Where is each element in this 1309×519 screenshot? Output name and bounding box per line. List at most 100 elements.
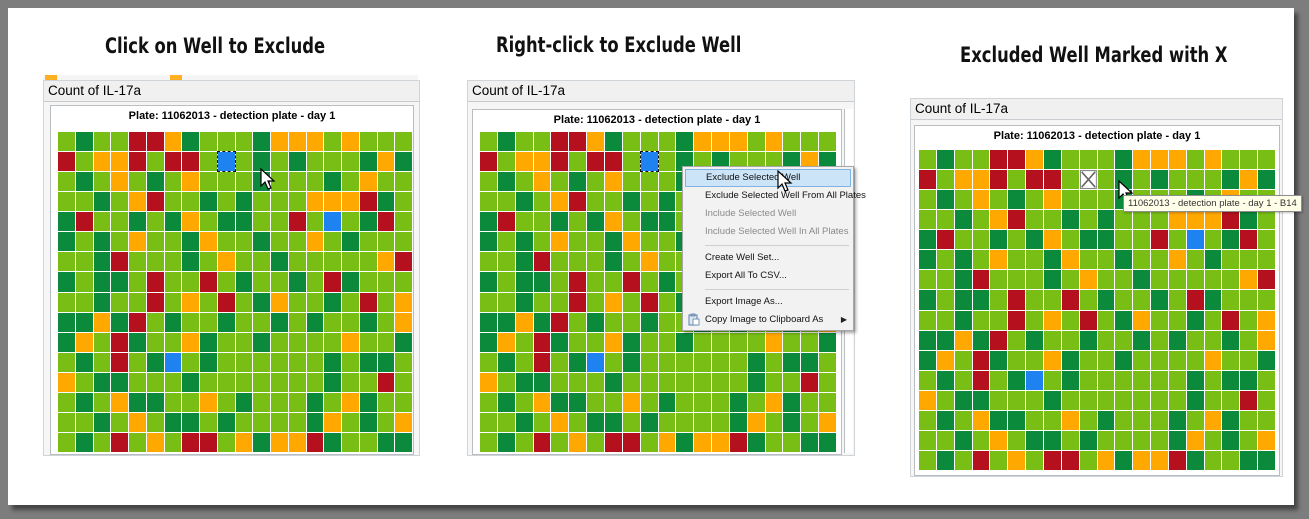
plate-well[interactable] <box>58 132 75 152</box>
plate-well[interactable] <box>182 372 199 392</box>
plate-well[interactable] <box>93 132 111 152</box>
plate-well[interactable] <box>1097 450 1115 470</box>
plate-well[interactable] <box>129 352 146 372</box>
plate-well[interactable] <box>729 392 747 412</box>
plate-well[interactable] <box>936 410 954 430</box>
plate-well[interactable] <box>182 192 199 212</box>
plate-well[interactable] <box>1204 170 1222 190</box>
plate-well[interactable] <box>533 272 551 292</box>
plate-well[interactable] <box>75 352 93 372</box>
plate-well[interactable] <box>1061 310 1079 330</box>
plate-well[interactable] <box>1115 350 1133 370</box>
plate-well[interactable] <box>377 312 395 332</box>
plate-well[interactable] <box>235 352 253 372</box>
plate-well[interactable] <box>569 152 587 172</box>
plate-well[interactable] <box>694 412 712 432</box>
plate-well[interactable] <box>1008 450 1026 470</box>
plate-well[interactable] <box>587 352 604 372</box>
plate-well[interactable] <box>58 272 75 292</box>
plate-well[interactable] <box>75 292 93 312</box>
plate-well[interactable] <box>111 252 128 272</box>
plate-well[interactable] <box>1222 150 1240 170</box>
plate-well[interactable] <box>324 192 341 212</box>
plate-well[interactable] <box>1043 450 1061 470</box>
plate-well[interactable] <box>1061 150 1079 170</box>
plate-well[interactable] <box>1151 410 1168 430</box>
plate-well[interactable] <box>1240 170 1258 190</box>
plate-well[interactable] <box>359 392 377 412</box>
plate-well[interactable] <box>658 432 676 452</box>
plate-well[interactable] <box>1026 170 1043 190</box>
excluded-well[interactable] <box>1079 170 1097 190</box>
plate-well[interactable] <box>972 290 990 310</box>
plate-well[interactable] <box>587 232 604 252</box>
plate-well[interactable] <box>551 152 569 172</box>
plate-well[interactable] <box>288 292 306 312</box>
plate-well[interactable] <box>587 412 604 432</box>
plate-well[interactable] <box>747 372 765 392</box>
plate-well[interactable] <box>712 332 729 352</box>
plate-well[interactable] <box>1222 270 1240 290</box>
plate-well[interactable] <box>676 372 694 392</box>
plate-well[interactable] <box>1133 390 1151 410</box>
plate-well[interactable] <box>377 332 395 352</box>
plate-well[interactable] <box>533 332 551 352</box>
plate-well[interactable] <box>658 252 676 272</box>
plate-well[interactable] <box>1133 450 1151 470</box>
plate-well[interactable] <box>359 152 377 172</box>
plate-well[interactable] <box>936 310 954 330</box>
plate-well[interactable] <box>1240 350 1258 370</box>
plate-well[interactable] <box>1186 230 1204 250</box>
plate-well[interactable] <box>1204 410 1222 430</box>
plate-well[interactable] <box>954 370 972 390</box>
plate-well[interactable] <box>1168 430 1186 450</box>
plate-well[interactable] <box>93 252 111 272</box>
plate-well[interactable] <box>497 272 515 292</box>
plate-well[interactable] <box>253 132 270 152</box>
plate-well[interactable] <box>1204 350 1222 370</box>
plate-well[interactable] <box>533 352 551 372</box>
plate-well[interactable] <box>587 152 604 172</box>
plate-well[interactable] <box>200 332 217 352</box>
plate-well[interactable] <box>497 312 515 332</box>
plate-well[interactable] <box>58 232 75 252</box>
plate-well[interactable] <box>783 372 801 392</box>
plate-well[interactable] <box>972 310 990 330</box>
plate-well[interactable] <box>551 132 569 152</box>
plate-well[interactable] <box>1026 410 1043 430</box>
plate-well[interactable] <box>1204 370 1222 390</box>
plate-well[interactable] <box>569 392 587 412</box>
plate-well[interactable] <box>919 170 936 190</box>
plate-well[interactable] <box>1079 210 1097 230</box>
plate-well[interactable] <box>972 230 990 250</box>
plate-well[interactable] <box>640 132 658 152</box>
plate-well[interactable] <box>200 432 217 452</box>
plate-well[interactable] <box>129 152 146 172</box>
plate-well[interactable] <box>146 152 164 172</box>
plate-well[interactable] <box>1079 250 1097 270</box>
plate-well[interactable] <box>342 352 359 372</box>
plate-well[interactable] <box>306 412 324 432</box>
plate-well[interactable] <box>253 212 270 232</box>
plate-well[interactable] <box>919 350 936 370</box>
plate-well[interactable] <box>1222 170 1240 190</box>
plate-well[interactable] <box>990 350 1008 370</box>
plate-well[interactable] <box>1115 390 1133 410</box>
plate-well[interactable] <box>497 212 515 232</box>
plate-well[interactable] <box>1151 210 1168 230</box>
plate-well[interactable] <box>1079 190 1097 210</box>
plate-well[interactable] <box>182 172 199 192</box>
plate-well[interactable] <box>990 210 1008 230</box>
plate-well[interactable] <box>783 352 801 372</box>
plate-well[interactable] <box>1115 210 1133 230</box>
plate-well[interactable] <box>1133 410 1151 430</box>
plate-well[interactable] <box>217 372 235 392</box>
plate-well[interactable] <box>1008 190 1026 210</box>
plate-well[interactable] <box>1115 310 1133 330</box>
plate-well[interactable] <box>1026 150 1043 170</box>
plate-well[interactable] <box>551 252 569 272</box>
plate-well[interactable] <box>1168 250 1186 270</box>
plate-well[interactable] <box>676 392 694 412</box>
plate-well[interactable] <box>146 132 164 152</box>
plate-well[interactable] <box>1115 430 1133 450</box>
